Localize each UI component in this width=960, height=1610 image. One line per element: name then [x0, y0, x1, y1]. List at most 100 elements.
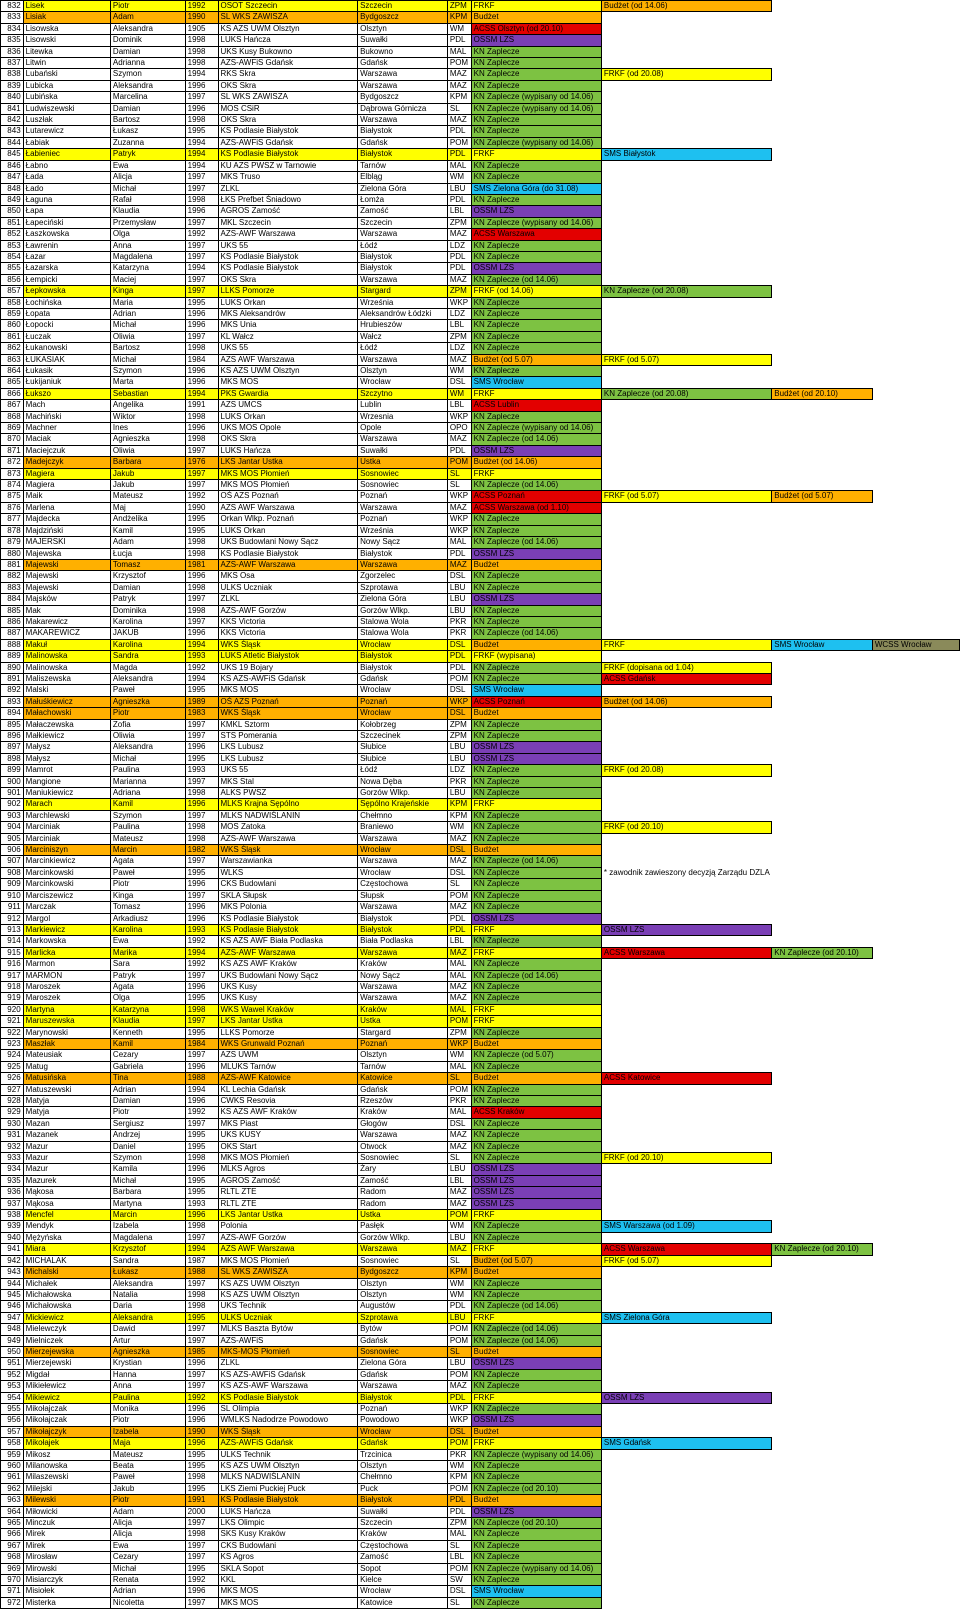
cell-birth-year: 1996	[184, 1163, 219, 1176]
cell-empty	[772, 1118, 873, 1129]
cell-program: KN Zaplecze (od 14.06)	[470, 855, 602, 868]
cell-empty	[772, 696, 873, 707]
table-row: 953 Mikiełewicz Anna 1997 KS AZS-AWF Warszaw…	[0, 1380, 960, 1393]
cell-program: KN Zaplecze	[470, 1152, 602, 1165]
cell-row-number: 872	[0, 456, 24, 469]
cell-program: KN Zaplecze (od 20.10)	[470, 1482, 602, 1496]
cell-birth-year: 2000	[184, 1505, 219, 1519]
cell-region: KPM	[446, 91, 472, 104]
cell-empty	[872, 833, 959, 844]
cell-region: PDL	[446, 650, 472, 663]
cell-empty	[601, 1575, 771, 1586]
cell-empty	[772, 206, 873, 217]
cell-program: KN Zaplecze (wypisany od 14.06)	[470, 102, 602, 116]
cell-birth-year: 1997	[184, 855, 219, 868]
cell-city: Bydgoszcz	[357, 11, 448, 24]
cell-birth-year: 1996	[184, 1094, 219, 1108]
cell-birth-year: 1995	[184, 1482, 219, 1496]
cell-city: Otwock	[357, 1140, 448, 1154]
cell-club: SKS Kusy Kraków	[217, 1528, 359, 1541]
table-row: 926 Matusińska Tina 1988 AZS-AWF Katowice Kat…	[0, 1072, 960, 1085]
cell-row-number: 854	[0, 250, 24, 264]
cell-row-number: 909	[0, 878, 24, 891]
cell-empty	[601, 1061, 771, 1072]
cell-empty	[601, 799, 771, 810]
cell-program: OSSM LZS	[600, 1391, 773, 1404]
cell-row-number: 972	[0, 1596, 24, 1610]
cell-region: MAZ	[446, 980, 472, 994]
cell-empty	[601, 1301, 771, 1312]
cell-empty	[872, 1153, 959, 1164]
cell-first-name: Adam	[109, 1505, 186, 1519]
cell-program: KN Zaplecze (od 14.06)	[470, 1300, 602, 1313]
cell-empty	[601, 753, 771, 764]
cell-city: Olsztyn	[357, 1277, 448, 1290]
cell-region: WM	[446, 1288, 472, 1302]
cell-region: MAZ	[446, 832, 472, 846]
cell-club: WKS Grunwald Poznań	[217, 1037, 359, 1051]
cell-club: ALKS PWSZ	[217, 787, 359, 800]
cell-city: Białystok	[357, 125, 448, 138]
cell-surname: Mirek	[22, 1528, 111, 1541]
cell-first-name: Krystian	[109, 1357, 186, 1370]
cell-empty	[601, 731, 771, 742]
cell-program: KN Zaplecze	[470, 410, 602, 424]
cell-birth-year: 1998	[184, 193, 219, 207]
cell-club: LLKS Pomorze	[217, 285, 359, 298]
cell-surname: Łado	[22, 182, 111, 195]
cell-first-name: Nicoletta	[109, 1596, 186, 1610]
cell-region: DSL	[446, 866, 472, 880]
cell-empty	[601, 548, 771, 559]
cell-region: MAL	[446, 1106, 472, 1119]
cell-row-number: 939	[0, 1220, 24, 1233]
cell-program: KN Zaplecze	[470, 1380, 602, 1393]
cell-empty	[601, 1267, 771, 1278]
cell-region: MAL	[446, 958, 472, 971]
cell-city: Gorzów Wlkp.	[357, 604, 448, 617]
cell-empty	[601, 434, 771, 445]
table-row: 912 Margol Arkadiusz 1996 KS Podlasie Białys…	[0, 912, 960, 925]
cell-surname: Łaguna	[22, 193, 111, 207]
cell-club: KS AZS UWM Olsztyn	[217, 1288, 359, 1302]
cell-empty	[772, 1141, 873, 1152]
cell-empty	[872, 377, 959, 388]
cell-city: Białystok	[357, 148, 448, 161]
cell-region: MAZ	[446, 353, 472, 367]
cell-empty	[772, 297, 873, 308]
cell-city: Warszawa	[357, 228, 448, 241]
cell-birth-year: 1990	[184, 1425, 219, 1439]
cell-empty	[772, 924, 873, 935]
cell-surname: Łopocki	[22, 319, 111, 332]
cell-club: KS Podlasie Białystok	[217, 250, 359, 264]
cell-first-name: Oliwia	[109, 330, 186, 344]
cell-first-name: Patryk	[109, 593, 186, 606]
cell-club: SKLA Sopot	[217, 1562, 359, 1576]
cell-club: LUKS Hańcza	[217, 1505, 359, 1519]
table-row: 947 Mickiewicz Aleksandra 1995 ULKS Uczniak S…	[0, 1311, 960, 1325]
cell-empty	[872, 46, 959, 57]
cell-first-name: Daria	[109, 1300, 186, 1313]
cell-surname: Majewski	[22, 581, 111, 595]
cell-first-name: Aleksandra	[109, 22, 186, 36]
table-row: 940 Mężyńska Magdalena 1997 AZS-AWF Gorzów Go…	[0, 1231, 960, 1245]
cell-birth-year: 1996	[184, 319, 219, 332]
cell-surname: Marcinkowski	[22, 866, 111, 880]
cell-region: SL	[446, 878, 472, 891]
table-row: 853 Ławrenin Anna 1997 UKS 55 Łódź LDZ KN Zaple…	[0, 239, 960, 252]
cell-row-number: 911	[0, 901, 24, 914]
cell-empty	[601, 1130, 771, 1141]
cell-birth-year: 1997	[184, 91, 219, 104]
cell-birth-year: 1988	[184, 1072, 219, 1085]
cell-city: Szczecinek	[357, 729, 448, 743]
cell-program: FRKF	[470, 1003, 602, 1017]
cell-program: KN Zaplecze (od 20.10)	[771, 946, 873, 960]
cell-surname: Milewski	[22, 1494, 111, 1507]
cell-program: KN Zaplecze	[470, 604, 602, 617]
cell-club: LKS Lubusz	[217, 741, 359, 754]
cell-surname: Marlicka	[22, 946, 111, 960]
cell-empty	[872, 651, 959, 662]
cell-first-name: Cezary	[109, 1551, 186, 1564]
cell-empty	[601, 833, 771, 844]
cell-region: PDL	[446, 34, 472, 47]
